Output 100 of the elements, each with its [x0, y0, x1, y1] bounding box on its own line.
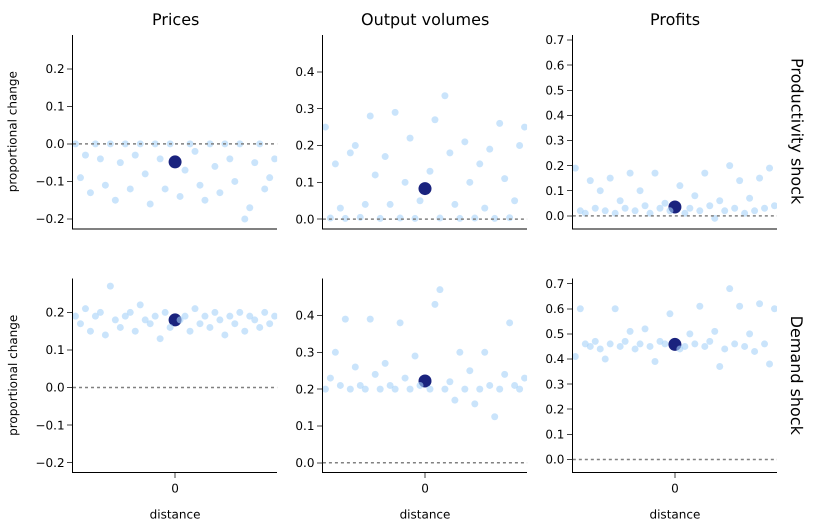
point: [632, 207, 639, 214]
point: [182, 312, 189, 320]
point: [706, 338, 714, 345]
point: [196, 320, 204, 328]
y-tick-label: −0.1: [35, 174, 65, 189]
y-tick-label: 0.2: [46, 306, 65, 320]
y-tick-label: 0.1: [545, 428, 564, 442]
point: [372, 171, 379, 178]
point: [266, 174, 274, 182]
point: [431, 116, 438, 124]
point: [386, 200, 394, 208]
point: [622, 204, 629, 212]
point: [711, 214, 718, 222]
point: [681, 210, 688, 217]
point: [576, 305, 584, 312]
y-tick-label: 0.6: [545, 302, 564, 316]
point: [741, 342, 748, 350]
point: [156, 335, 164, 342]
y-tick-label: 0.2: [295, 138, 315, 153]
point: [701, 342, 708, 350]
point: [86, 328, 94, 335]
point: [721, 207, 728, 214]
chart-title: Output volumes: [361, 10, 490, 29]
y-tick-label: 0.1: [295, 176, 315, 190]
chart-title: Profits: [650, 10, 700, 29]
point: [186, 328, 194, 335]
point: [396, 319, 404, 326]
point: [668, 200, 682, 214]
point: [521, 374, 528, 382]
y-tick-label: 0.2: [46, 62, 65, 76]
point: [162, 308, 169, 316]
y-tick-label: 0.1: [545, 184, 564, 198]
point: [322, 386, 329, 393]
y-tick-label: 0.3: [295, 345, 315, 360]
point: [632, 345, 639, 352]
point: [716, 197, 724, 204]
point: [246, 204, 254, 212]
point: [602, 355, 609, 362]
y-tick-label: −0.1: [35, 418, 65, 432]
point: [476, 386, 484, 393]
point: [231, 320, 238, 328]
point: [596, 187, 604, 194]
point: [412, 352, 419, 360]
point: [771, 202, 777, 210]
point: [266, 320, 274, 328]
point: [352, 364, 359, 371]
point: [346, 149, 354, 156]
point: [486, 146, 494, 153]
point: [681, 342, 688, 350]
point: [366, 112, 374, 120]
point: [322, 124, 329, 131]
point: [156, 155, 164, 162]
point: [596, 345, 604, 352]
point: [102, 182, 109, 189]
point: [352, 142, 359, 149]
point: [661, 200, 668, 207]
text: Productivity shock: [787, 58, 806, 206]
point: [92, 312, 99, 320]
point: [652, 358, 658, 365]
point: [476, 160, 484, 168]
point: [211, 162, 218, 170]
point: [481, 204, 488, 212]
point: [132, 152, 139, 159]
point: [716, 363, 724, 370]
point: [622, 338, 629, 345]
point: [731, 340, 738, 348]
point: [642, 202, 649, 210]
y-tick-label: 0.1: [46, 343, 65, 358]
point: [392, 386, 399, 393]
point: [382, 360, 389, 367]
point: [456, 348, 464, 356]
point: [201, 312, 208, 320]
point: [496, 386, 504, 393]
point: [461, 386, 468, 393]
point: [511, 197, 518, 204]
point: [572, 352, 579, 360]
point: [226, 312, 234, 320]
point: [691, 192, 698, 200]
point: [686, 204, 694, 212]
point: [766, 360, 774, 368]
point: [656, 204, 664, 212]
y-tick-label: 0.7: [545, 33, 564, 48]
point: [402, 178, 409, 186]
point: [736, 177, 744, 184]
point: [572, 164, 579, 172]
point: [652, 170, 658, 177]
point: [668, 338, 682, 351]
y-tick-label: 0.3: [545, 134, 564, 148]
point: [382, 153, 389, 160]
point: [216, 316, 224, 324]
point: [192, 305, 198, 312]
point: [271, 155, 278, 162]
point: [416, 382, 424, 389]
text: Demand shock: [786, 316, 806, 436]
point: [418, 374, 432, 388]
point: [216, 189, 224, 196]
point: [612, 305, 619, 312]
point: [436, 286, 444, 294]
point: [392, 108, 399, 116]
point: [602, 207, 609, 214]
